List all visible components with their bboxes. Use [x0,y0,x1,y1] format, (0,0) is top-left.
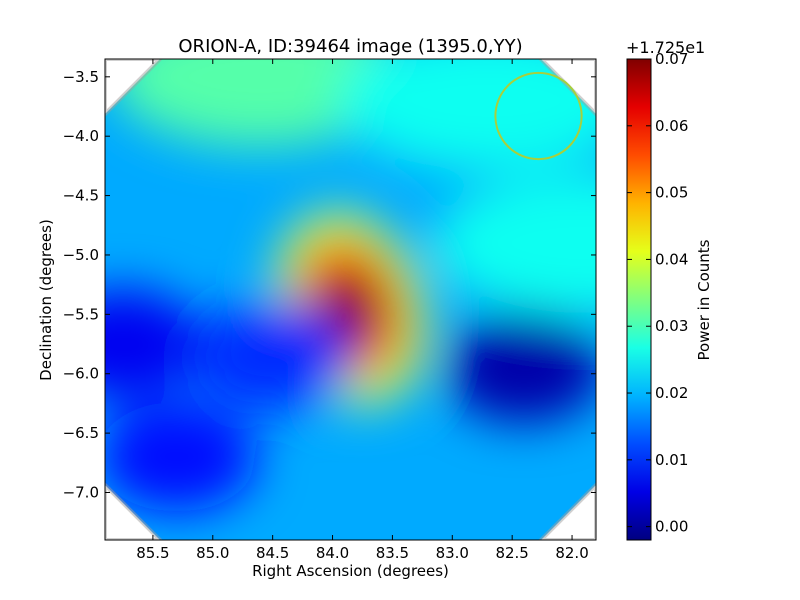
x-tick-label: 83.0 [436,544,469,562]
mask-corner [105,59,163,117]
high-region [434,173,596,314]
y-tick-label: −4.0 [63,127,99,145]
heatmap-blobs [105,59,596,512]
colorbar-tick-label: 0.00 [655,518,688,536]
x-axis: 85.5 85.0 84.5 84.0 83.5 83.0 82.5 82.0 [136,59,589,562]
mask-corner [105,482,163,540]
x-axis-label: Right Ascension (degrees) [252,562,449,580]
x-tick-label: 84.5 [256,544,289,562]
x-tick-label: 82.5 [495,544,528,562]
x-tick-label: 82.0 [555,544,588,562]
y-tick-label: −5.5 [63,305,99,323]
plot-frame [104,58,597,541]
mask-corner [538,59,596,117]
high-region [110,59,411,147]
colorbar-offset-text: +1.725e1 [626,38,706,57]
low-region [105,401,257,512]
x-tick-label: 85.5 [136,544,169,562]
edge-mask [105,59,596,540]
colorbar-label: Power in Counts [695,239,713,361]
colorbar [626,58,652,541]
low-region [444,312,596,423]
colorbar-tick-label: 0.05 [655,184,688,202]
colorbar-tick-label: 0.06 [655,117,688,135]
low-region [105,289,203,400]
colorbar-tick-label: 0.02 [655,384,688,402]
colorbar-tick-label: 0.01 [655,451,688,469]
colorbar-tick-label: 0.03 [655,317,688,335]
mask-corner [538,482,596,540]
high-region [338,59,596,171]
colorbar-tick-label: 0.07 [655,50,688,68]
colorbar-axis: 0.00 0.01 0.02 0.03 0.04 0.05 0.06 0.07 [627,50,688,536]
x-tick-label: 84.0 [316,544,349,562]
colorbar-tick-label: 0.04 [655,250,688,268]
chart-title: ORION-A, ID:39464 image (1395.0,YY) [178,36,523,57]
y-tick-label: −6.0 [63,365,99,383]
y-axis: −3.5 −4.0 −4.5 −5.0 −5.5 −6.0 −6.5 −7.0 [63,68,596,501]
y-tick-label: −6.5 [63,424,99,442]
x-tick-label: 85.0 [196,544,229,562]
y-tick-label: −4.5 [63,187,99,205]
low-region [192,300,353,411]
y-tick-label: −3.5 [63,68,99,86]
y-axis-label: Declination (degrees) [37,219,55,381]
y-tick-label: −7.0 [63,483,99,501]
beam-circle [494,71,583,161]
y-tick-label: −5.0 [63,246,99,264]
heatmap [105,59,596,540]
x-tick-label: 83.5 [376,544,409,562]
